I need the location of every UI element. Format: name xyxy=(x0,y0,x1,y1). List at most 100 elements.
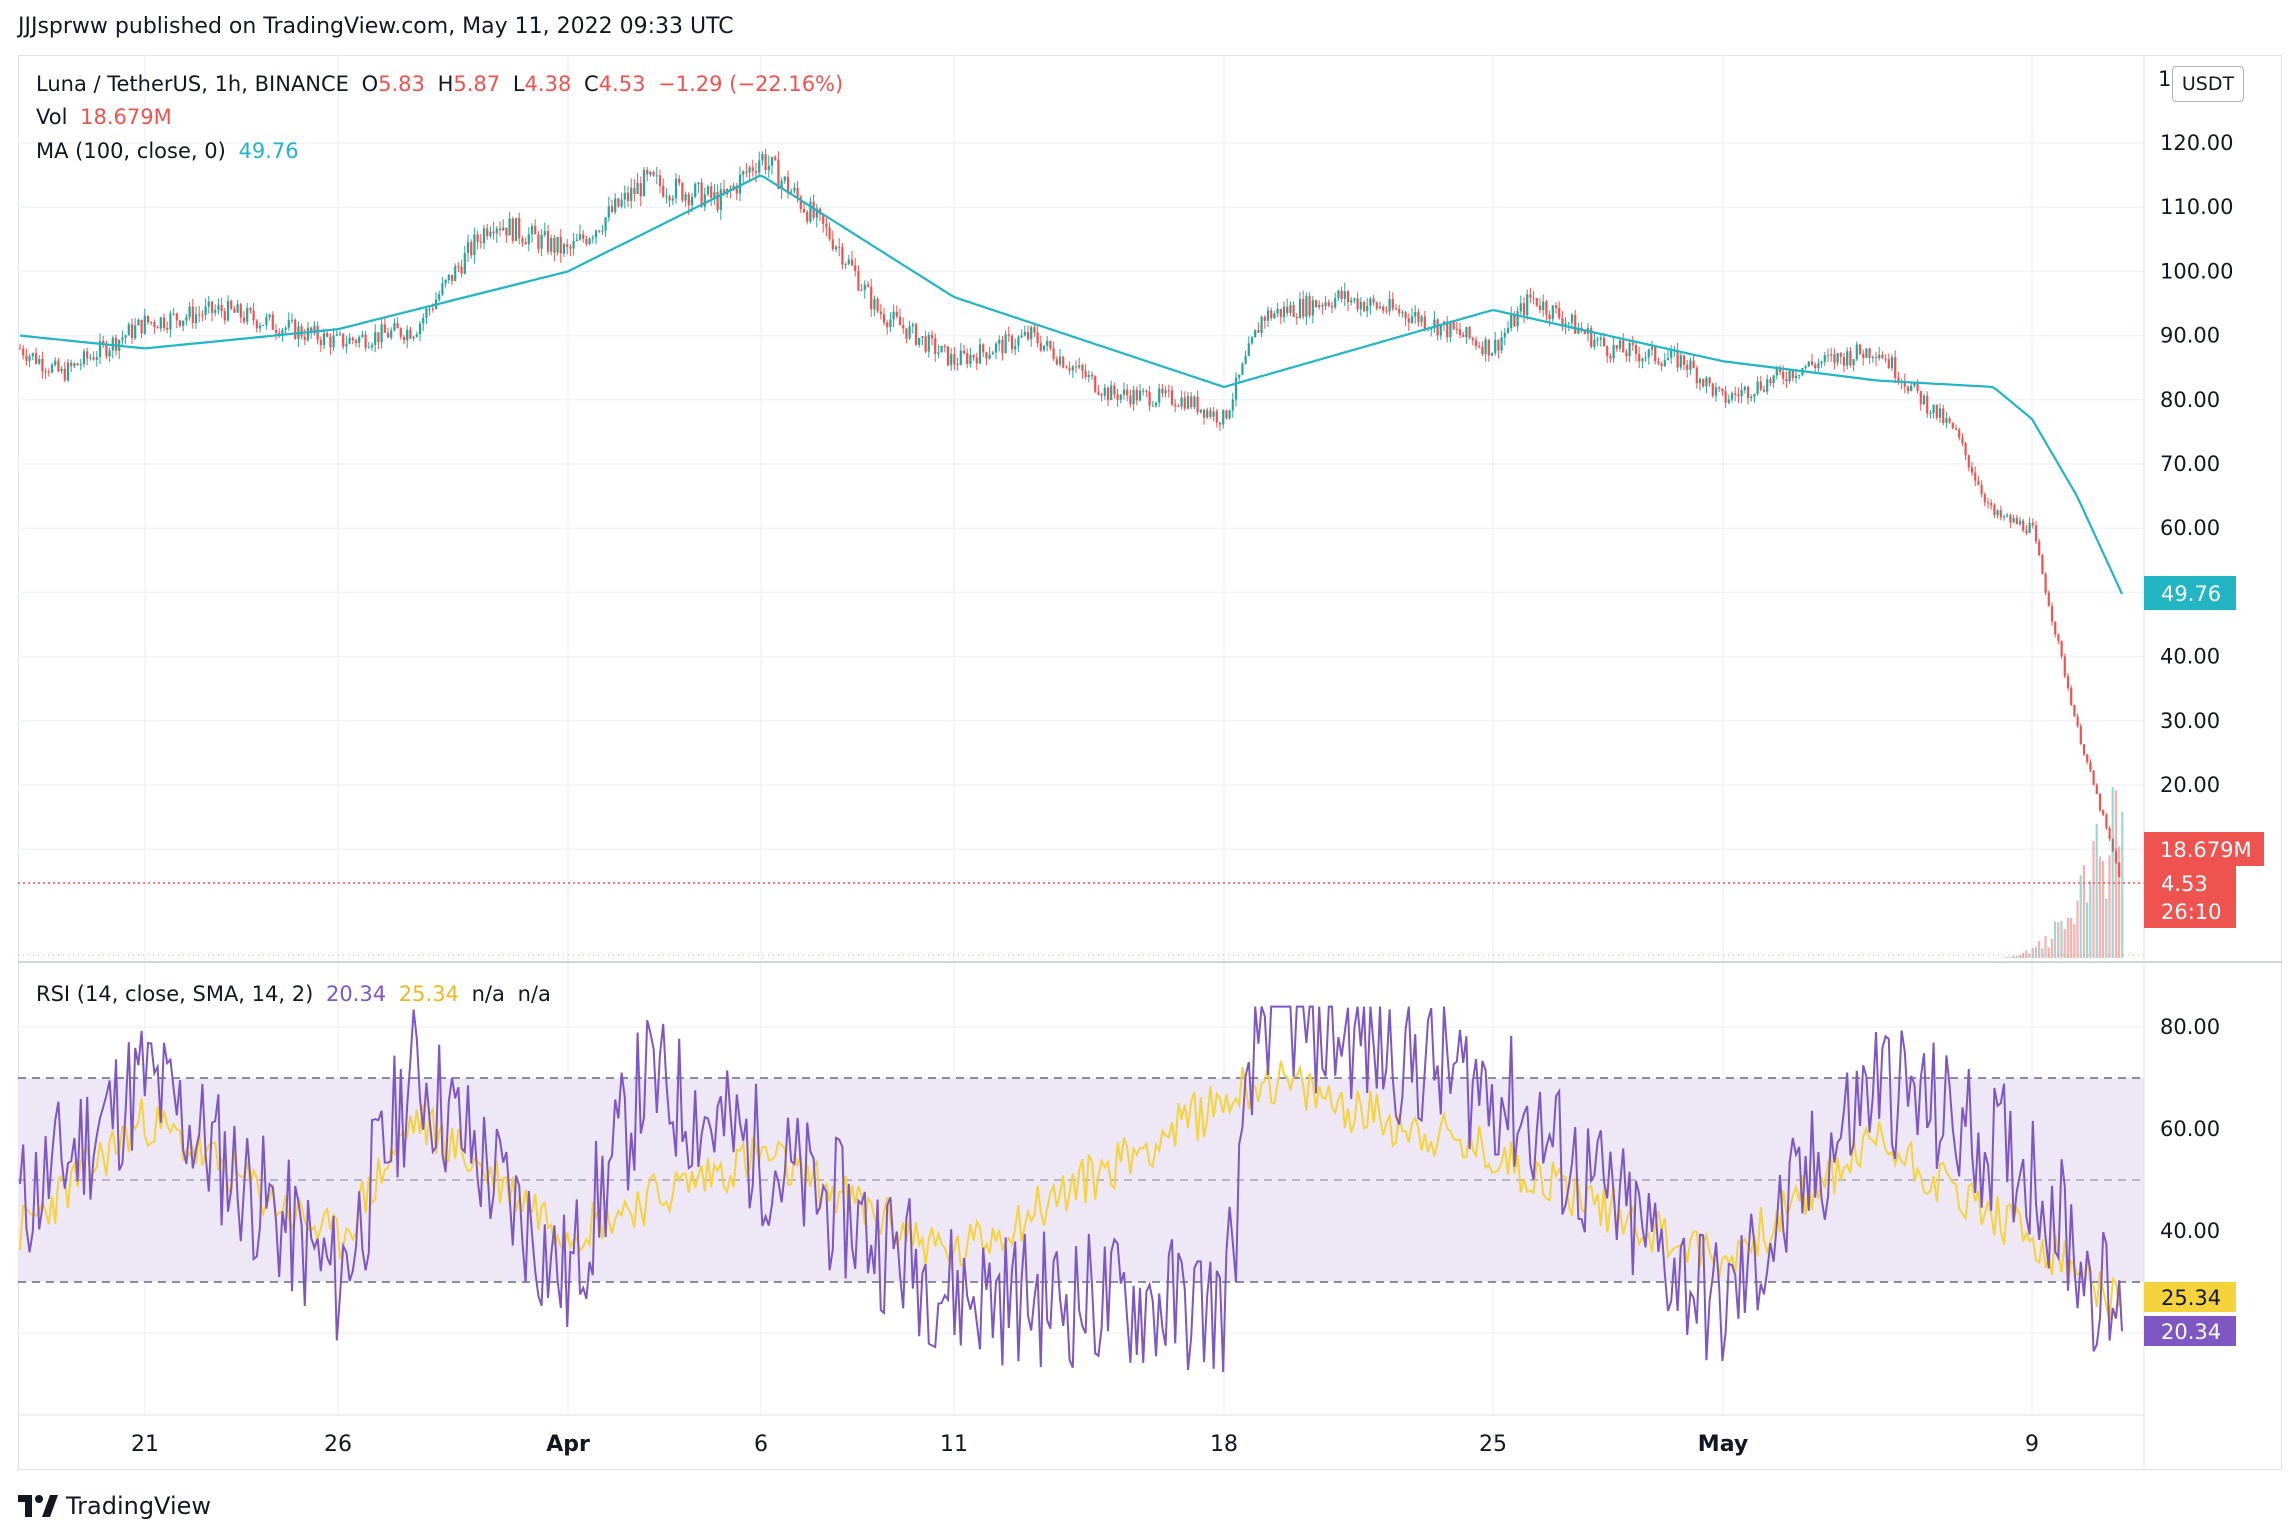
price-candles xyxy=(18,148,2121,878)
candle-body xyxy=(895,311,898,317)
candle-body xyxy=(1609,356,1612,359)
candle-body xyxy=(1212,411,1215,417)
candle-body xyxy=(1670,350,1673,358)
time-axis-ticks: 21 26 Apr 6 11 18 25 May 9 xyxy=(131,1432,2039,1457)
candle-body xyxy=(1695,367,1698,384)
candle-body xyxy=(921,336,924,338)
candle-body xyxy=(207,301,210,307)
candle-body xyxy=(1321,304,1324,307)
candle-body xyxy=(1103,387,1106,396)
legend-vol-label[interactable]: Vol xyxy=(36,105,68,129)
volume-bar xyxy=(2041,948,2044,958)
candle-body xyxy=(1359,301,1362,310)
legend-rsi-ma-value: 25.34 xyxy=(398,982,459,1006)
candle-body xyxy=(2108,828,2111,839)
legend-rsi-value: 20.34 xyxy=(325,982,387,1006)
candle-body xyxy=(751,167,754,171)
candle-body xyxy=(47,371,50,373)
volume-bar xyxy=(2009,957,2012,958)
candle-body xyxy=(1174,404,1177,407)
candle-body xyxy=(985,352,988,359)
candle-body xyxy=(2092,770,2095,785)
candle-body xyxy=(1257,329,1260,333)
candle-body xyxy=(156,326,159,329)
candle-body xyxy=(2002,516,2006,518)
candle-body xyxy=(1327,302,1330,306)
candle-body xyxy=(1334,298,1337,308)
candle-body xyxy=(956,364,959,366)
candle-body xyxy=(607,206,610,218)
price-tick-label: 40.00 xyxy=(2160,645,2220,669)
candle-body xyxy=(236,304,239,313)
candle-body xyxy=(991,352,994,355)
tradingview-logo[interactable]: TradingView xyxy=(18,1492,211,1520)
candle-body xyxy=(1993,505,1996,516)
candle-body xyxy=(1375,302,1378,309)
candle-body xyxy=(1014,345,1017,350)
candle-body xyxy=(1830,354,1833,356)
candle-body xyxy=(1730,393,1734,400)
candle-body xyxy=(844,263,847,265)
candle-body xyxy=(1106,387,1110,401)
legend-na-2: n/a xyxy=(517,982,551,1006)
candle-body xyxy=(1887,359,1890,369)
volume-bars xyxy=(1993,787,2124,958)
candle-body xyxy=(294,319,297,339)
candle-body xyxy=(396,323,399,329)
candle-body xyxy=(684,194,687,201)
candle-body xyxy=(476,234,479,242)
candle-body xyxy=(1836,353,1839,363)
candle-body xyxy=(316,325,319,340)
candle-body xyxy=(777,159,780,189)
candle-body xyxy=(1513,314,1516,327)
candle-body xyxy=(370,344,374,348)
candle-body xyxy=(642,169,646,197)
candle-body xyxy=(1577,327,1580,334)
candle-body xyxy=(134,325,137,339)
candle-body xyxy=(1449,321,1452,338)
candle-body xyxy=(1820,361,1823,364)
candle-body xyxy=(550,237,553,252)
candle-body xyxy=(130,324,134,339)
candle-body xyxy=(1948,418,1951,423)
candle-body xyxy=(383,324,386,333)
candle-body xyxy=(1564,323,1567,327)
candle-body xyxy=(1922,395,1926,405)
time-tick-label: 11 xyxy=(940,1432,968,1457)
candle-body xyxy=(1737,394,1740,397)
legend-rsi-label[interactable]: RSI (14, close, SMA, 14, 2) xyxy=(36,982,314,1006)
candle-body xyxy=(1938,408,1942,418)
candle-body xyxy=(239,304,242,318)
volume-bar xyxy=(2060,920,2063,958)
time-tick-label: 18 xyxy=(1210,1432,1238,1457)
candle-body xyxy=(898,316,902,326)
candle-body xyxy=(1138,390,1142,401)
candle-body xyxy=(911,324,914,327)
candle-body xyxy=(1878,354,1881,359)
tradingview-brand: TradingView xyxy=(66,1492,212,1520)
legend-symbol[interactable]: Luna / TetherUS, 1h, BINANCE xyxy=(36,72,349,96)
candle-body xyxy=(1910,385,1913,391)
candle-body xyxy=(338,333,342,335)
candle-body xyxy=(1561,317,1564,327)
candle-body xyxy=(2066,676,2070,688)
candle-body xyxy=(534,226,537,235)
currency-button[interactable]: USDT xyxy=(2172,66,2244,102)
candle-body xyxy=(1260,316,1263,333)
candle-body xyxy=(1503,332,1506,338)
legend-ma-label[interactable]: MA (100, close, 0) xyxy=(36,139,226,163)
candle-body xyxy=(1094,376,1097,392)
candle-body xyxy=(1225,410,1228,419)
candle-body xyxy=(246,308,249,322)
candle-body xyxy=(1039,343,1042,351)
candle-body xyxy=(1378,306,1382,309)
candle-body xyxy=(1084,371,1087,378)
candle-body xyxy=(441,283,444,295)
candle-body xyxy=(127,324,130,336)
candle-body xyxy=(1385,310,1388,312)
candle-body xyxy=(1222,410,1225,425)
candle-body xyxy=(1871,357,1874,359)
candle-body xyxy=(41,359,44,372)
candle-body xyxy=(1266,310,1270,321)
